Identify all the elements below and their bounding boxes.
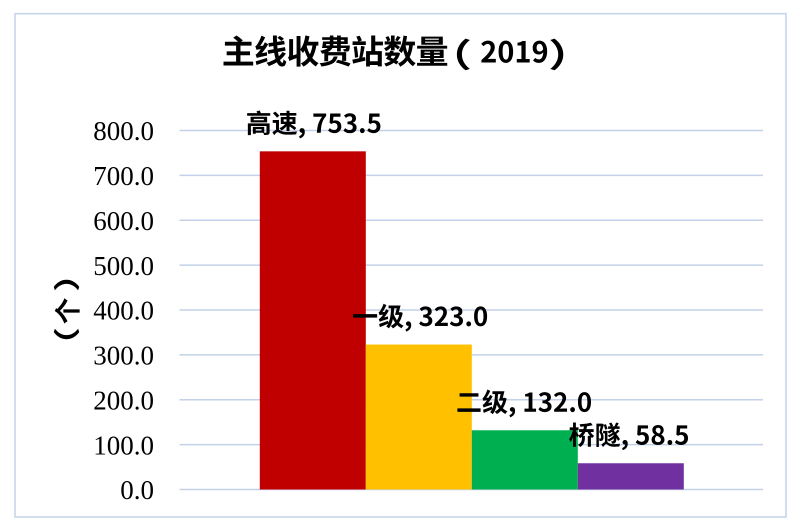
svg-text:800.0: 800.0	[93, 116, 154, 146]
svg-text:400.0: 400.0	[93, 296, 154, 326]
svg-text:0.0: 0.0	[120, 475, 154, 505]
svg-text:700.0: 700.0	[93, 161, 154, 191]
svg-text:300.0: 300.0	[93, 341, 154, 371]
svg-text:200.0: 200.0	[93, 385, 154, 415]
svg-text:500.0: 500.0	[93, 251, 154, 281]
svg-text:100.0: 100.0	[93, 430, 154, 460]
svg-text:600.0: 600.0	[93, 206, 154, 236]
